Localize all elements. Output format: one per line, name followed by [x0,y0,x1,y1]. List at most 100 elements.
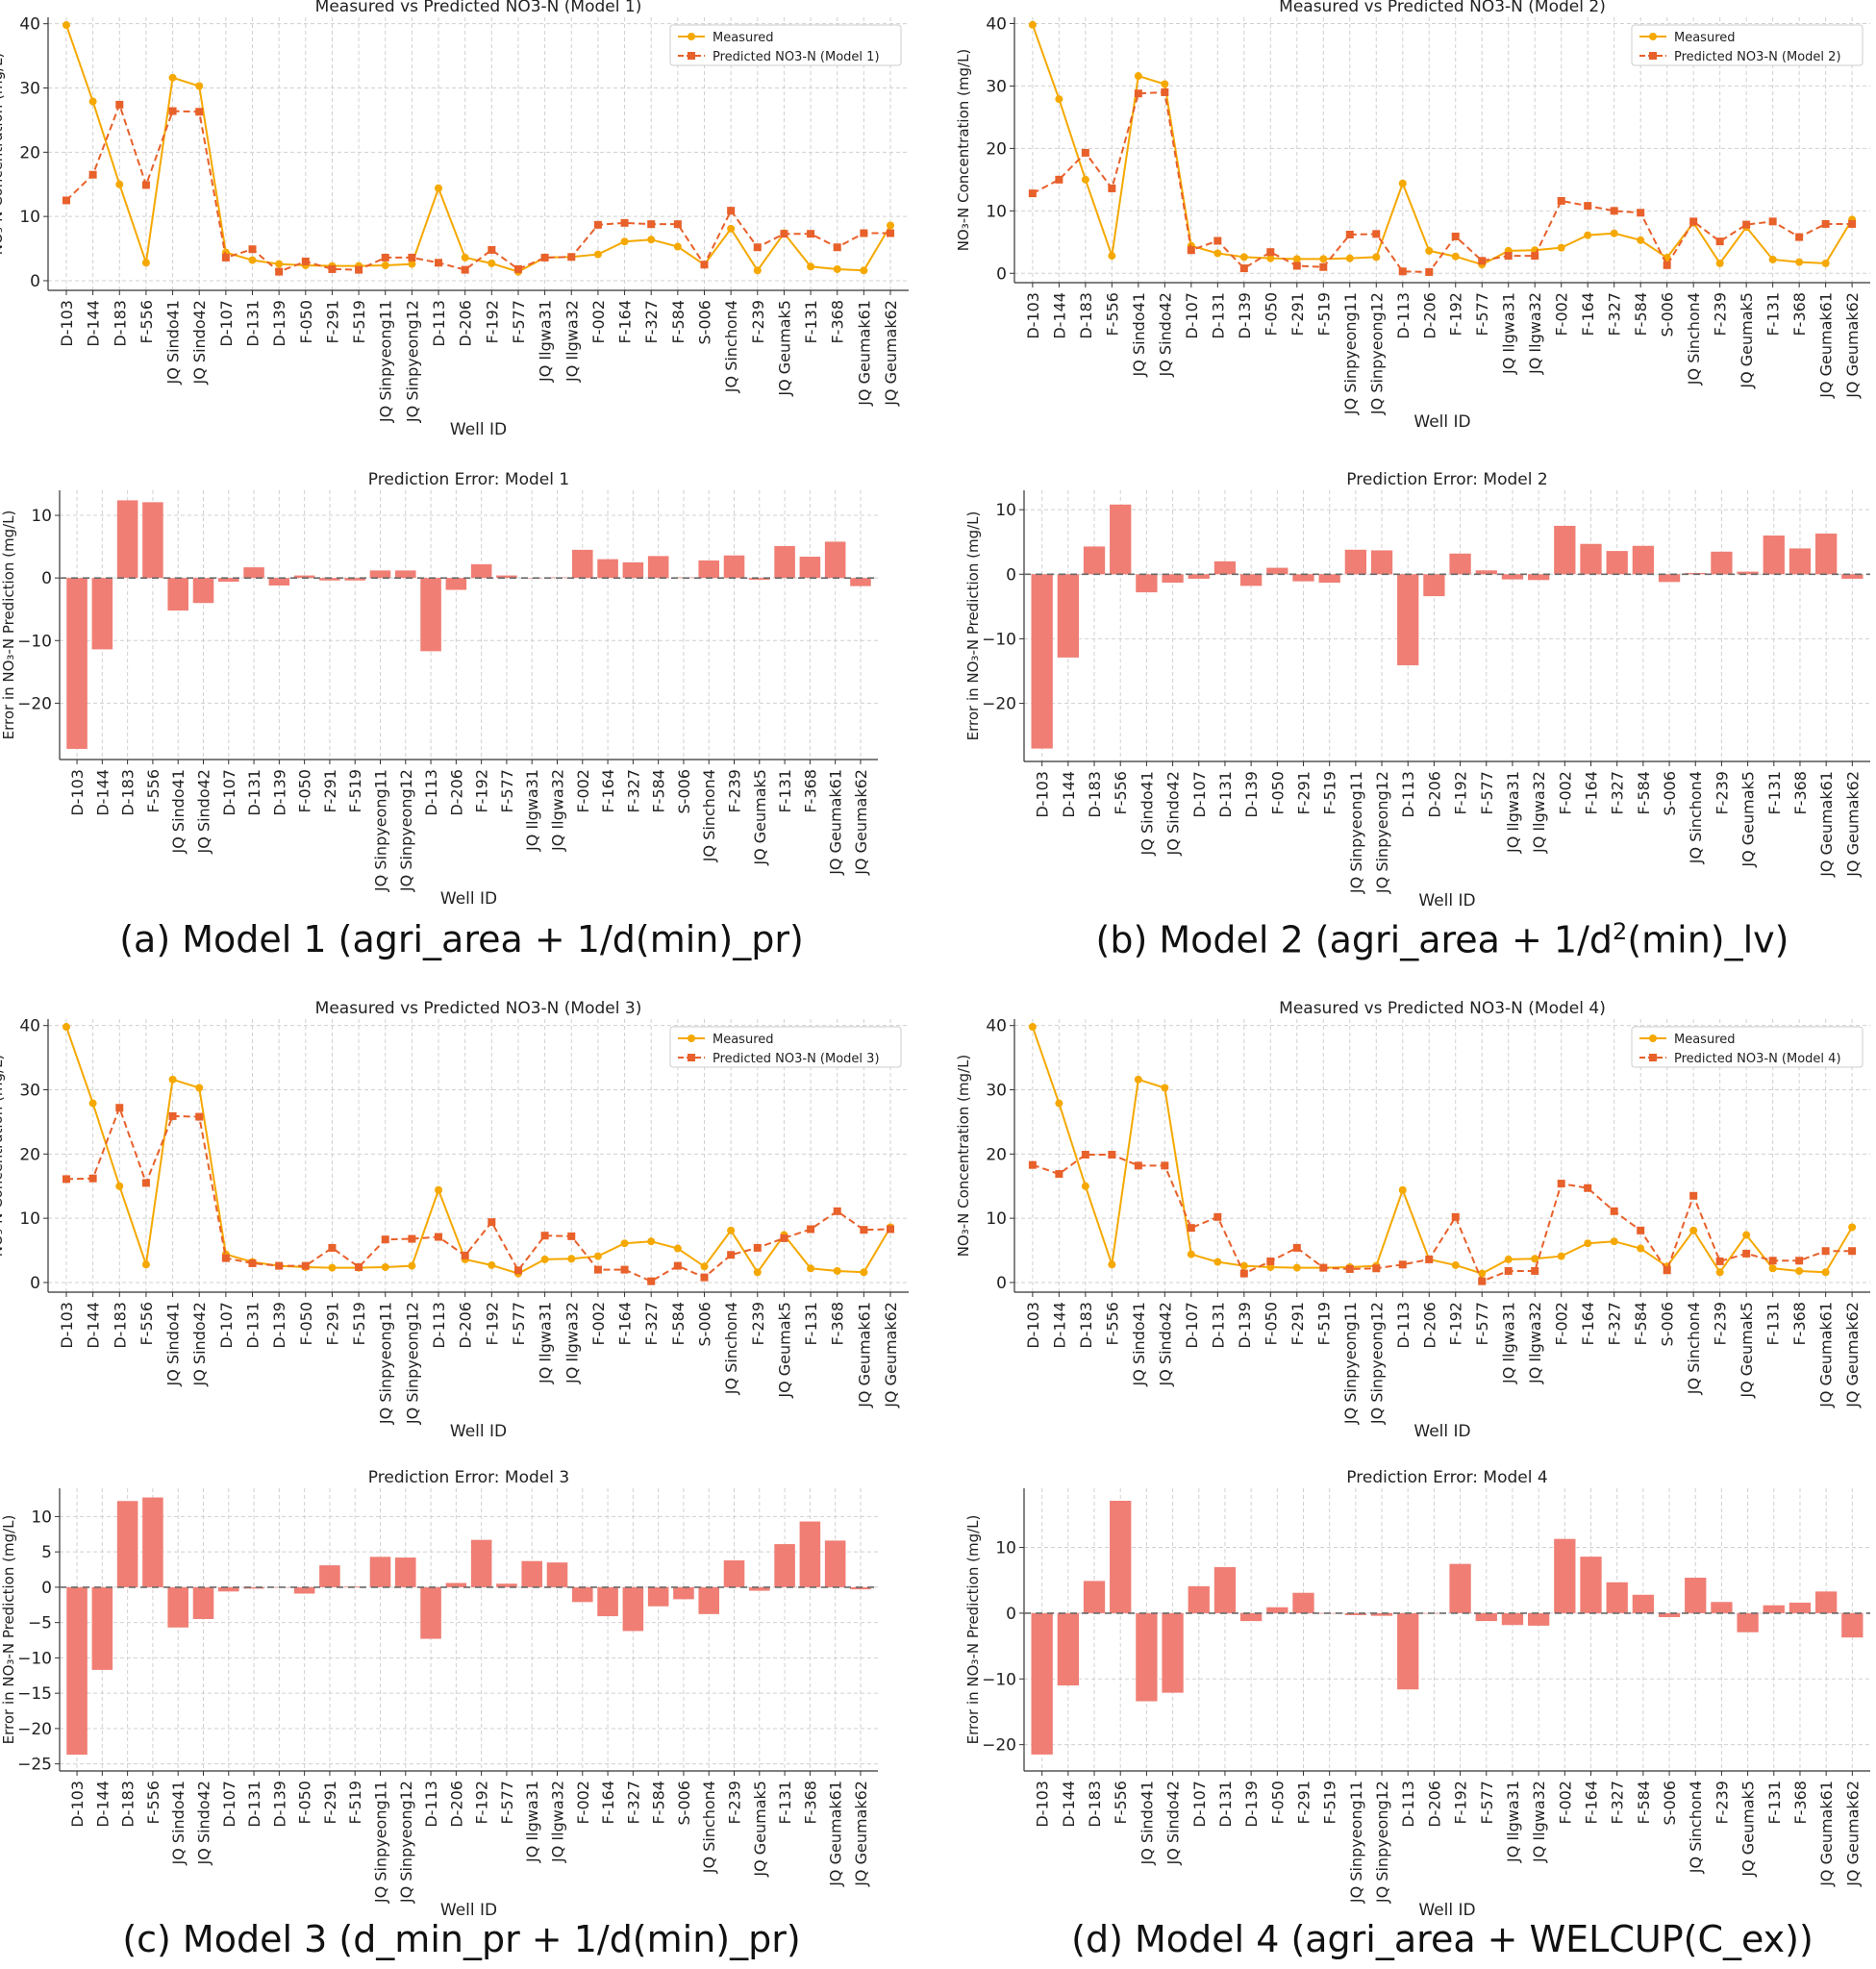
error-bar [142,502,163,579]
legend: Measured Predicted NO3-N (Model 1) [669,24,902,66]
x-tick-label: F-164 [599,769,617,813]
error-bar [1501,1612,1524,1626]
measured-point [1584,1239,1592,1248]
x-tick-label: F-368 [801,1781,819,1825]
error-bar [1501,574,1524,580]
legend-label: Measured [1674,31,1736,45]
predicted-point [1584,1184,1592,1192]
x-tick-label: JQ Sinpyeong12 [1373,1781,1391,1904]
x-tick-label: D-113 [430,300,448,347]
predicted-point [1372,1264,1381,1273]
predicted-point [1742,1249,1751,1258]
y-tick-label: 0 [1006,565,1016,585]
y-tick-label: 20 [19,143,40,162]
x-tick-label: JQ Sindo42 [1164,771,1183,856]
measured-point [1768,1264,1777,1273]
x-tick-label: F-556 [138,1302,156,1346]
error-bar [1815,1591,1838,1613]
predicted-point [355,1262,363,1271]
measured-point [1742,1231,1751,1239]
x-tick-label: JQ Sindo42 [194,1781,213,1865]
legend-label: Predicted NO3-N (Model 2) [1674,50,1841,64]
predicted-point [700,261,709,269]
x-tick-label: JQ Sindo41 [164,1302,183,1386]
y-tick-label: −20 [982,1736,1016,1756]
measured-point [115,1182,124,1190]
error-bar [1213,1567,1237,1613]
x-tick-label: JQ Sindo42 [190,1302,209,1386]
x-tick-label: F-164 [1583,1781,1601,1825]
error-bar [1632,1594,1655,1613]
predicted-point [1161,1161,1169,1170]
x-tick-label: F-519 [1314,292,1333,336]
x-tick-label: JQ Sindo42 [194,769,213,854]
predicted-point [673,1261,682,1270]
error-bar [1318,574,1340,584]
predicted-point [1055,175,1063,184]
y-axis-label: NO₃-N Concentration (mg/L) [0,1055,6,1258]
x-tick-label: F-327 [624,769,642,813]
y-tick-label: −5 [28,1614,52,1633]
error-bar [91,1586,113,1670]
chart-title: Prediction Error: Model 2 [1346,470,1547,489]
error-bar [1632,545,1655,575]
predicted-point [1715,237,1724,246]
x-tick-label: JQ Geumak61 [855,1302,873,1408]
predicted-point [647,220,656,229]
x-tick-label: JQ Sinpyeong12 [397,769,415,892]
x-tick-label: F-002 [1556,771,1574,815]
error-bar [496,575,517,579]
x-tick-label: F-131 [776,1781,794,1825]
y-tick-label: 40 [986,14,1007,34]
measured-point [807,1264,815,1273]
measured-point [408,260,416,268]
legend-box [1631,24,1863,66]
x-tick-label: F-368 [829,300,847,344]
x-tick-label: D-144 [85,300,103,347]
x-tick-label: JQ Sindo41 [169,1781,188,1865]
x-tick-label: JQ Ilgwa32 [563,300,581,383]
error-bar [1292,574,1314,582]
y-tick-label: 10 [31,1508,52,1527]
predicted-point [301,257,310,265]
error-bar [647,556,669,579]
error-bar [1370,1612,1393,1616]
measured-point [62,1023,70,1032]
error-bar [1188,574,1210,579]
measured-point [1768,255,1777,263]
error-bar [319,578,340,581]
y-tick-label: 30 [19,1082,40,1101]
error-bar [1788,548,1812,575]
chart-m2_line: Measured vs Predicted NO3-N (Model 2) 0 10… [955,0,1870,432]
x-tick-label: D-113 [1394,292,1413,339]
error-bar [1711,1602,1733,1613]
y-tick-label: −25 [17,1756,52,1775]
predicted-point [328,1243,337,1252]
error-bar [723,1559,745,1587]
predicted-point [1689,217,1698,226]
measured-point [1161,80,1169,88]
x-tick-label: F-584 [1635,1781,1653,1825]
x-tick-label: JQ Geumak5 [1738,1302,1756,1399]
measured-point [727,224,736,233]
x-tick-label: F-164 [616,1302,635,1346]
error-bar [1475,570,1497,575]
error-bar [1527,1612,1550,1626]
x-tick-label: F-131 [1764,1302,1783,1346]
error-bar [1737,571,1759,575]
x-tick-label: D-113 [1399,1781,1417,1828]
measured-point [807,262,815,271]
legend-marker [1649,1054,1657,1061]
chart-title: Prediction Error: Model 3 [368,1468,569,1487]
error-bar [344,578,365,581]
x-tick-label: F-368 [1791,1781,1810,1825]
error-bar [647,1586,669,1607]
legend-label: Measured [713,1033,774,1047]
error-bar [1711,551,1733,575]
x-tick-label: S-006 [695,1302,713,1346]
x-tick-label: JQ Sinpyeong11 [1347,771,1365,894]
x-tick-label: D-144 [93,1781,112,1828]
predicted-point [727,207,736,215]
x-tick-label: JQ Sinchon4 [1685,292,1703,386]
measured-point [1239,1261,1248,1270]
